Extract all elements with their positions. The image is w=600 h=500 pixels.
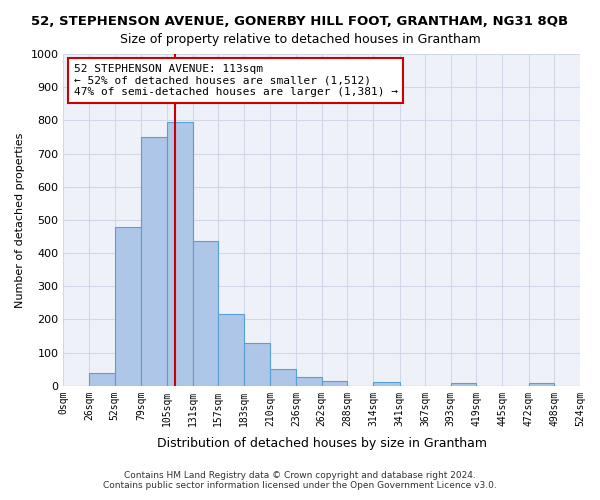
Bar [193,242,218,386]
Text: Size of property relative to detached houses in Grantham: Size of property relative to detached ho… [119,32,481,46]
Bar [218,314,244,386]
Bar [89,372,115,386]
Bar [115,226,141,386]
Bar [167,122,193,386]
Text: 52, STEPHENSON AVENUE, GONERBY HILL FOOT, GRANTHAM, NG31 8QB: 52, STEPHENSON AVENUE, GONERBY HILL FOOT… [31,15,569,28]
Bar [451,383,476,386]
Text: Contains HM Land Registry data © Crown copyright and database right 2024.
Contai: Contains HM Land Registry data © Crown c… [103,470,497,490]
Bar [529,383,554,386]
Bar [322,381,347,386]
Bar [271,369,296,386]
Bar [373,382,400,386]
Text: 52 STEPHENSON AVENUE: 113sqm
← 52% of detached houses are smaller (1,512)
47% of: 52 STEPHENSON AVENUE: 113sqm ← 52% of de… [74,64,398,97]
Bar [244,344,271,386]
Y-axis label: Number of detached properties: Number of detached properties [15,132,25,308]
X-axis label: Distribution of detached houses by size in Grantham: Distribution of detached houses by size … [157,437,487,450]
Bar [141,137,167,386]
Bar [296,377,322,386]
